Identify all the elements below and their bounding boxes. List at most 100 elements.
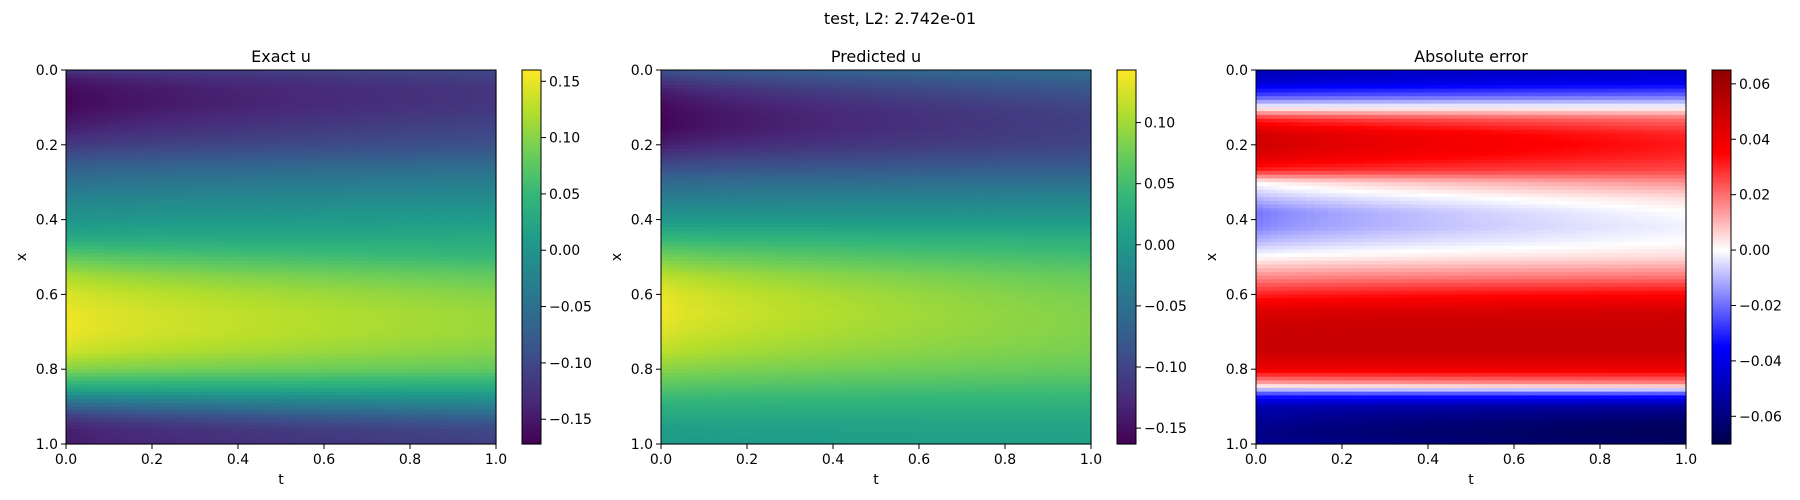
heatmap-cell (181, 246, 189, 250)
heatmap-cell (475, 182, 483, 186)
heatmap-cell (181, 377, 189, 381)
heatmap-cell (195, 96, 203, 100)
heatmap-cell (310, 324, 318, 328)
heatmap-cell (403, 264, 411, 268)
heatmap-cell (317, 119, 325, 123)
heatmap-cell (317, 85, 325, 89)
heatmap-cell (267, 193, 275, 197)
heatmap-cell (453, 119, 461, 123)
heatmap-cell (310, 119, 318, 123)
heatmap-cell (489, 238, 497, 242)
heatmap-cell (188, 328, 196, 332)
heatmap-cell (66, 358, 74, 362)
heatmap-cell (396, 175, 404, 179)
heatmap-cell (346, 306, 354, 310)
heatmap-cell (389, 332, 397, 336)
heatmap-cell (109, 298, 117, 302)
heatmap-cell (145, 317, 153, 321)
heatmap-cell (432, 279, 440, 283)
heatmap-cell (159, 227, 167, 231)
heatmap-cell (403, 92, 411, 96)
heatmap-cell (346, 336, 354, 340)
heatmap-cell (403, 291, 411, 295)
heatmap-cell (166, 85, 174, 89)
heatmap-cell (217, 362, 225, 366)
heatmap-cell (209, 205, 217, 209)
heatmap-cell (367, 190, 375, 194)
heatmap-cell (317, 309, 325, 313)
heatmap-cell (482, 268, 490, 272)
heatmap-cell (417, 332, 425, 336)
heatmap-cell (66, 339, 74, 343)
heatmap-cell (217, 119, 225, 123)
heatmap-cell (489, 291, 497, 295)
heatmap-cell (159, 354, 167, 358)
heatmap-cell (267, 246, 275, 250)
heatmap-cell (245, 317, 253, 321)
heatmap-cell (123, 160, 131, 164)
heatmap-cell (338, 104, 346, 108)
heatmap-cell (267, 377, 275, 381)
heatmap-cell (346, 77, 354, 81)
heatmap-cell (274, 358, 282, 362)
heatmap-cell (310, 306, 318, 310)
heatmap-cell (145, 287, 153, 291)
heatmap-cell (374, 317, 382, 321)
heatmap-cell (396, 100, 404, 104)
heatmap-cell (475, 309, 483, 313)
heatmap-cell (446, 302, 454, 306)
heatmap-cell (460, 141, 468, 145)
heatmap-cell (174, 126, 182, 130)
heatmap-cell (367, 175, 375, 179)
heatmap-cell (460, 126, 468, 130)
heatmap-cell (138, 89, 146, 93)
heatmap-cell (403, 377, 411, 381)
heatmap-cell (252, 257, 260, 261)
heatmap-cell (209, 167, 217, 171)
heatmap-cell (231, 272, 239, 276)
heatmap-cell (453, 279, 461, 283)
heatmap-cell (381, 208, 389, 212)
heatmap-cell (159, 190, 167, 194)
heatmap-cell (317, 369, 325, 373)
heatmap-cell (381, 193, 389, 197)
heatmap-cell (131, 287, 139, 291)
heatmap-cell (367, 242, 375, 246)
heatmap-cell (181, 104, 189, 108)
heatmap-cell (66, 70, 74, 74)
heatmap-cell (331, 347, 339, 351)
heatmap-cell (381, 283, 389, 287)
heatmap-cell (310, 291, 318, 295)
heatmap-cell (331, 190, 339, 194)
heatmap-cell (346, 321, 354, 325)
heatmap-cell (317, 347, 325, 351)
heatmap-cell (195, 354, 203, 358)
heatmap-cell (159, 362, 167, 366)
heatmap-cell (217, 81, 225, 85)
heatmap-cell (403, 287, 411, 291)
heatmap-cell (195, 111, 203, 115)
heatmap-cell (460, 235, 468, 239)
heatmap-cell (374, 137, 382, 141)
heatmap-cell (224, 141, 232, 145)
heatmap-cell (353, 208, 361, 212)
heatmap-cell (166, 377, 174, 381)
heatmap-cell (389, 365, 397, 369)
heatmap-cell (310, 287, 318, 291)
heatmap-cell (288, 130, 296, 134)
heatmap-cell (317, 70, 325, 74)
heatmap-cell (152, 294, 160, 298)
heatmap-cell (123, 190, 131, 194)
heatmap-cell (331, 373, 339, 377)
heatmap-cell (439, 171, 447, 175)
heatmap-cell (195, 100, 203, 104)
heatmap-cell (195, 175, 203, 179)
heatmap-cell (367, 365, 375, 369)
heatmap-cell (389, 197, 397, 201)
heatmap-cell (224, 137, 232, 141)
heatmap-cell (181, 85, 189, 89)
heatmap-cell (460, 328, 468, 332)
heatmap-cell (80, 246, 88, 250)
heatmap-cell (374, 107, 382, 111)
heatmap-cell (131, 317, 139, 321)
